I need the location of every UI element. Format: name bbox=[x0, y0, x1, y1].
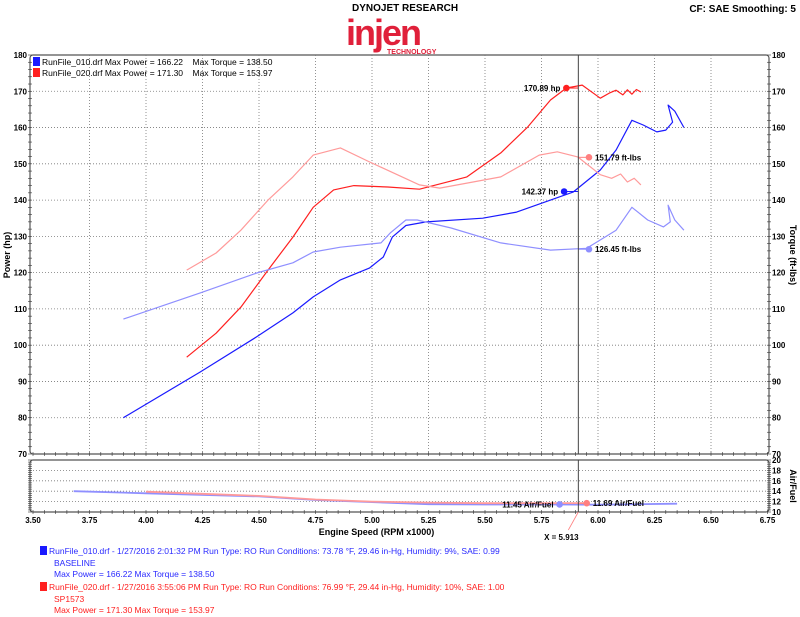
y-tick-label-right: 140 bbox=[772, 196, 786, 205]
y-axis-label-left: Power (hp) bbox=[2, 232, 12, 279]
y-tick-label-right: 16 bbox=[772, 477, 781, 486]
y-tick-label-left: 100 bbox=[14, 341, 28, 350]
y-tick-label-right: 170 bbox=[772, 87, 786, 96]
series-line-2 bbox=[123, 204, 685, 320]
run-max: Max Power = 171.30 Max Torque = 153.97 bbox=[54, 605, 215, 615]
legend-swatch bbox=[33, 57, 40, 66]
y-tick-label-right: 80 bbox=[772, 414, 781, 423]
chart-legend: RunFile_010.drf Max Power = 166.22 Max T… bbox=[33, 57, 272, 79]
x-tick-label: 3.75 bbox=[82, 516, 98, 525]
annotation-marker bbox=[563, 84, 570, 92]
legend-item-run010: RunFile_010.drf Max Power = 166.22 Max T… bbox=[33, 57, 272, 68]
legend-item-run020: RunFile_020.drf Max Power = 171.30 Max T… bbox=[33, 68, 272, 79]
x-tick-label: 5.25 bbox=[421, 516, 437, 525]
legend-swatch bbox=[33, 68, 40, 77]
y-tick-label-right: 18 bbox=[772, 466, 781, 475]
legend-torque: Max Torque = 153.97 bbox=[192, 68, 273, 78]
y-tick-label-right: 10 bbox=[772, 508, 781, 517]
run-label: BASELINE bbox=[54, 557, 96, 568]
cursor-readout: X = 5.913 bbox=[544, 533, 579, 542]
run-swatch bbox=[40, 546, 47, 555]
y-tick-label-right: 120 bbox=[772, 269, 786, 278]
run-info: RunFile_020.drf - 1/27/2016 3:55:06 PM R… bbox=[49, 582, 505, 592]
y-tick-label-right: 150 bbox=[772, 160, 786, 169]
series-line-3 bbox=[186, 147, 642, 271]
x-axis-label: Engine Speed (RPM x1000) bbox=[319, 527, 435, 537]
y-tick-label-left: 130 bbox=[14, 232, 28, 241]
y-tick-label-left: 170 bbox=[14, 87, 28, 96]
run-label: SP1573 bbox=[54, 593, 85, 604]
annotation-marker bbox=[585, 154, 593, 161]
x-tick-label: 6.00 bbox=[590, 516, 606, 525]
x-tick-label: 4.75 bbox=[308, 516, 324, 525]
annotation-label: 11.45 Air/Fuel bbox=[502, 500, 553, 509]
footer-run020: RunFile_020.drf - 1/27/2016 3:55:06 PM R… bbox=[40, 582, 504, 617]
y-tick-label-left: 160 bbox=[14, 124, 28, 133]
y-tick-label-right: 180 bbox=[772, 51, 786, 60]
y-tick-label-right: 70 bbox=[772, 450, 781, 459]
annotation-label: 11.69 Air/Fuel bbox=[593, 499, 644, 508]
y-tick-label-left: 140 bbox=[14, 196, 28, 205]
y-tick-label-right: 12 bbox=[772, 498, 781, 507]
x-tick-label: 4.00 bbox=[138, 516, 154, 525]
x-tick-label: 6.50 bbox=[703, 516, 719, 525]
series-line-0 bbox=[123, 104, 685, 419]
y-tick-label-left: 150 bbox=[14, 160, 28, 169]
y-tick-label-right: 130 bbox=[772, 232, 786, 241]
y-tick-label-right: 90 bbox=[772, 377, 781, 386]
injen-logo: injen TECHNOLOGY bbox=[341, 12, 461, 56]
y-axis-label-right: Torque (ft-lbs) bbox=[788, 225, 798, 285]
settings-text: CF: SAE Smoothing: 5 bbox=[689, 4, 796, 15]
afr-axis-label: Air/Fuel bbox=[788, 469, 798, 503]
svg-text:injen: injen bbox=[346, 15, 420, 53]
x-tick-label: 6.25 bbox=[647, 516, 663, 525]
y-tick-label-left: 70 bbox=[18, 450, 27, 459]
run-swatch bbox=[40, 582, 47, 591]
legend-torque: Max Torque = 138.50 bbox=[192, 57, 273, 67]
x-tick-label: 5.00 bbox=[364, 516, 380, 525]
legend-label: RunFile_020.drf Max Power = 171.30 bbox=[42, 68, 184, 78]
y-tick-label-right: 100 bbox=[772, 341, 786, 350]
x-tick-label: 6.75 bbox=[760, 516, 776, 525]
afr-plot-area bbox=[29, 459, 770, 513]
annotation-label: 142.37 hp bbox=[522, 187, 559, 196]
y-tick-label-right: 14 bbox=[772, 487, 781, 496]
y-tick-label-left: 80 bbox=[18, 414, 27, 423]
y-tick-label-right: 160 bbox=[772, 124, 786, 133]
power-plot-area bbox=[29, 54, 770, 455]
annotation-marker bbox=[560, 188, 568, 195]
run-max: Max Power = 166.22 Max Torque = 138.50 bbox=[54, 569, 215, 579]
footer-run010: RunFile_010.drf - 1/27/2016 2:01:32 PM R… bbox=[40, 546, 500, 581]
series-line-1 bbox=[186, 84, 642, 358]
y-tick-label-left: 180 bbox=[14, 51, 28, 60]
x-tick-label: 5.75 bbox=[534, 516, 550, 525]
cursor-pointer bbox=[567, 511, 579, 531]
annotation-label: 126.45 ft-lbs bbox=[595, 245, 642, 254]
run-info: RunFile_010.drf - 1/27/2016 2:01:32 PM R… bbox=[49, 546, 500, 556]
x-tick-label: 4.25 bbox=[195, 516, 211, 525]
annotation-marker bbox=[585, 245, 593, 253]
annotation-label: 151.79 ft-lbs bbox=[595, 153, 642, 162]
x-tick-label: 4.50 bbox=[251, 516, 267, 525]
dynojet-title: DYNOJET RESEARCH bbox=[352, 3, 459, 14]
y-tick-label-left: 120 bbox=[14, 269, 28, 278]
x-tick-label: 5.50 bbox=[477, 516, 493, 525]
y-tick-label-left: 110 bbox=[14, 305, 27, 314]
svg-text:TECHNOLOGY: TECHNOLOGY bbox=[387, 49, 437, 55]
x-tick-label: 3.50 bbox=[25, 516, 41, 525]
y-tick-label-right: 110 bbox=[772, 305, 785, 314]
annotation-marker bbox=[583, 499, 590, 507]
y-tick-label-left: 90 bbox=[18, 377, 27, 386]
y-tick-label-right: 20 bbox=[772, 456, 781, 465]
legend-label: RunFile_010.drf Max Power = 166.22 bbox=[42, 57, 184, 67]
annotation-label: 170.89 hp bbox=[524, 84, 561, 93]
series-line-1 bbox=[145, 490, 587, 505]
annotation-marker bbox=[556, 501, 563, 508]
